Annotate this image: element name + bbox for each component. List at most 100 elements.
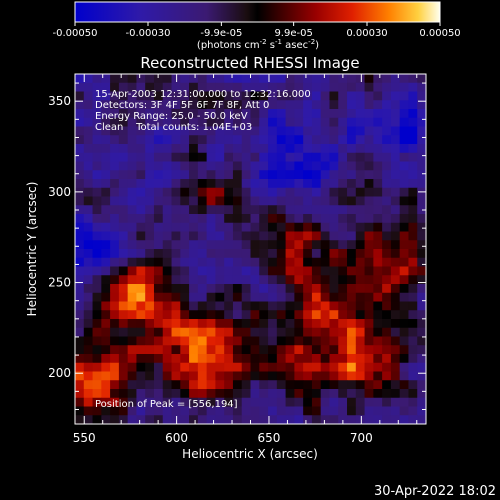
heatmap-cell <box>303 214 313 224</box>
heatmap-cell <box>101 91 111 101</box>
heatmap-cell <box>382 292 392 302</box>
heatmap-cell <box>417 327 427 337</box>
heatmap-cell <box>180 205 190 215</box>
heatmap-cell <box>197 240 208 250</box>
heatmap-cell <box>276 187 287 197</box>
heatmap-cell <box>101 117 111 127</box>
heatmap-cell <box>110 406 120 416</box>
heatmap-cell <box>259 284 269 294</box>
heatmap-cell <box>197 179 208 189</box>
heatmap-cell <box>224 345 234 355</box>
heatmap-cell <box>355 170 365 180</box>
heatmap-cell <box>153 222 164 232</box>
heatmap-cell <box>408 109 418 119</box>
heatmap-cell <box>127 301 137 311</box>
heatmap-cell <box>241 284 251 294</box>
heatmap-cell <box>215 249 225 259</box>
heatmap-cell <box>320 187 330 197</box>
heatmap-cell <box>338 275 348 285</box>
heatmap-cell <box>259 196 269 206</box>
heatmap-cell <box>206 231 216 241</box>
heatmap-cell <box>145 371 155 381</box>
heatmap-cell <box>285 161 295 171</box>
heatmap-cell <box>259 319 269 329</box>
heatmap-cell <box>232 144 243 154</box>
heatmap-cell <box>162 397 172 407</box>
heatmap-cell <box>399 310 409 320</box>
heatmap-cell <box>329 336 339 346</box>
heatmap-cell <box>311 205 322 215</box>
heatmap-cell <box>83 170 93 180</box>
heatmap-cell <box>110 371 120 381</box>
heatmap-cell <box>303 100 313 110</box>
heatmap-cell <box>127 179 137 189</box>
heatmap-cell <box>294 266 304 276</box>
heatmap-cell <box>75 371 85 381</box>
heatmap-cell <box>364 231 374 241</box>
heatmap-cell <box>189 196 199 206</box>
annotation-algorithm-counts: Clean Total counts: 1.04E+03 <box>95 122 252 133</box>
heatmap-cell <box>215 301 225 311</box>
heatmap-cell <box>92 354 102 364</box>
heatmap-cell <box>417 214 427 224</box>
heatmap-cell <box>259 117 269 127</box>
heatmap-cell <box>101 266 111 276</box>
heatmap-cell <box>355 354 365 364</box>
heatmap-cell <box>250 161 260 171</box>
heatmap-cell <box>189 354 199 364</box>
heatmap-cell <box>276 91 287 101</box>
heatmap-cell <box>206 135 216 145</box>
heatmap-cell <box>241 397 251 407</box>
heatmap-cell <box>171 205 181 215</box>
heatmap-cell <box>241 415 251 425</box>
heatmap-cell <box>259 170 269 180</box>
heatmap-cell <box>347 319 357 329</box>
heatmap-cell <box>215 266 225 276</box>
heatmap-cell <box>399 240 409 250</box>
heatmap-cell <box>189 231 199 241</box>
colorbar-tick-label: 0.00030 <box>346 28 387 39</box>
heatmap-cell <box>215 371 225 381</box>
heatmap-cell <box>136 222 146 232</box>
heatmap-cell <box>110 354 120 364</box>
heatmap-cell <box>417 362 427 372</box>
heatmap-cell <box>382 371 392 381</box>
heatmap-cell <box>399 179 409 189</box>
heatmap-cell <box>101 319 111 329</box>
heatmap-cell <box>408 354 418 364</box>
heatmap-cell <box>189 310 199 320</box>
heatmap-cell <box>259 249 269 259</box>
heatmap-cell <box>355 152 365 162</box>
heatmap-cell <box>382 345 392 355</box>
heatmap-cell <box>347 310 357 320</box>
heatmap-cell <box>118 301 129 311</box>
heatmap-cell <box>311 126 322 136</box>
heatmap-cell <box>92 371 102 381</box>
heatmap-cell <box>382 222 392 232</box>
heatmap-cell <box>189 82 199 92</box>
heatmap-cell <box>268 336 278 346</box>
heatmap-cell <box>206 327 216 337</box>
heatmap-cell <box>250 222 260 232</box>
heatmap-cell <box>276 82 287 92</box>
heatmap-cell <box>206 91 216 101</box>
heatmap-cell <box>303 82 313 92</box>
heatmap-cell <box>311 310 322 320</box>
heatmap-cell <box>145 91 155 101</box>
heatmap-cell <box>162 415 172 425</box>
heatmap-cell <box>408 380 418 390</box>
heatmap-cell <box>399 249 409 259</box>
heatmap-cell <box>127 292 137 302</box>
heatmap-cell <box>224 144 234 154</box>
heatmap-cell <box>241 275 251 285</box>
heatmap-cell <box>338 406 348 416</box>
heatmap-cell <box>189 117 199 127</box>
heatmap-cell <box>127 82 137 92</box>
heatmap-cell <box>399 82 409 92</box>
heatmap-cell <box>136 179 146 189</box>
heatmap-cell <box>276 117 287 127</box>
heatmap-cell <box>136 336 146 346</box>
heatmap-cell <box>83 301 93 311</box>
heatmap-cell <box>92 301 102 311</box>
